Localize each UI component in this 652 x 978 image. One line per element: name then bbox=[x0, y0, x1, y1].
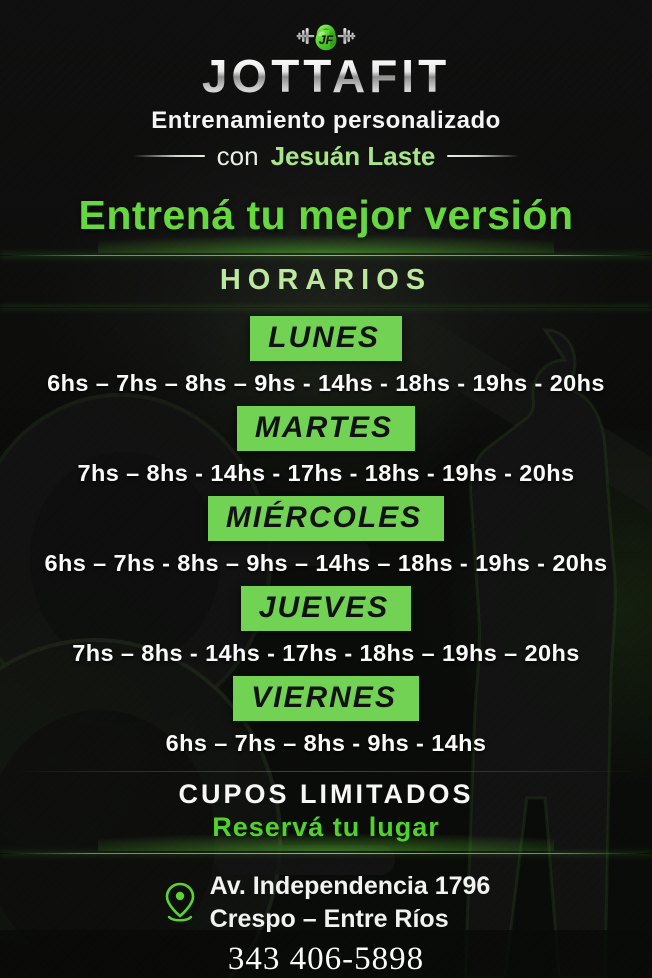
day-label: MARTES bbox=[236, 406, 416, 452]
subtitle-text: Entrenamiento personalizado bbox=[151, 106, 501, 134]
left-dash-decoration bbox=[132, 155, 205, 158]
day-hours: 7hs – 8hs - 14hs - 17hs - 18hs – 19hs – … bbox=[72, 640, 580, 667]
address-line-2: Crespo – Entre Ríos bbox=[209, 905, 449, 934]
phone-number: 343 406-5898 bbox=[227, 941, 425, 977]
address-block: Av. Independencia 1796 Crespo – Entre Rí… bbox=[162, 870, 491, 938]
reserve-text: Reservá tu lugar bbox=[212, 811, 440, 842]
schedule-day-miercoles: MIÉRCOLES 6hs – 7hs - 8hs – 9hs – 14hs –… bbox=[45, 487, 608, 577]
day-hours: 6hs – 7hs – 8hs – 9hs - 14hs - 18hs - 19… bbox=[47, 370, 605, 397]
schedule-day-viernes: VIERNES 6hs – 7hs – 8hs - 9hs - 14hs bbox=[166, 667, 487, 757]
schedule-day-lunes: LUNES 6hs – 7hs – 8hs – 9hs - 14hs - 18h… bbox=[47, 307, 605, 397]
divider-glow-footer bbox=[0, 824, 652, 854]
schedule-day-jueves: JUEVES 7hs – 8hs - 14hs - 17hs - 18hs – … bbox=[72, 577, 579, 667]
day-hours: 6hs – 7hs – 8hs - 9hs - 14hs bbox=[165, 730, 487, 757]
day-label: JUEVES bbox=[240, 586, 412, 632]
dumbbell-left-icon bbox=[296, 28, 315, 44]
divider-glow-top bbox=[0, 226, 652, 256]
divider-glow-bottom bbox=[0, 306, 652, 308]
day-label: LUNES bbox=[250, 316, 402, 362]
svg-text:JF: JF bbox=[319, 33, 334, 47]
day-label: VIERNES bbox=[233, 676, 419, 722]
brand-title: JOTTAFIT bbox=[201, 49, 451, 102]
schedule-heading: HORARIOS bbox=[219, 263, 433, 296]
schedule-day-martes: MARTES 7hs – 8hs - 14hs - 17hs - 18hs - … bbox=[78, 397, 575, 487]
dumbbell-right-icon bbox=[337, 28, 356, 44]
trainer-line: con Jesuán Laste bbox=[132, 140, 520, 172]
trainer-name: Jesuán Laste bbox=[270, 140, 436, 171]
day-hours: 6hs – 7hs - 8hs – 9hs – 14hs – 18hs - 19… bbox=[44, 550, 608, 577]
tagline-text: Entrená tu mejor versión bbox=[78, 191, 574, 238]
address-lines: Av. Independencia 1796 Crespo – Entre Rí… bbox=[210, 870, 491, 938]
with-prefix: con bbox=[216, 140, 259, 171]
day-hours: 7hs – 8hs - 14hs - 17hs - 18hs - 19hs - … bbox=[77, 460, 575, 487]
kettlebell-logo-icon: JF bbox=[296, 24, 356, 51]
location-pin-icon bbox=[165, 882, 194, 922]
limited-spots-text: CUPOS LIMITADOS bbox=[178, 778, 474, 809]
right-dash-decoration bbox=[447, 155, 520, 158]
address-line-1: Av. Independencia 1796 bbox=[209, 871, 491, 900]
day-label: MIÉRCOLES bbox=[207, 496, 445, 542]
